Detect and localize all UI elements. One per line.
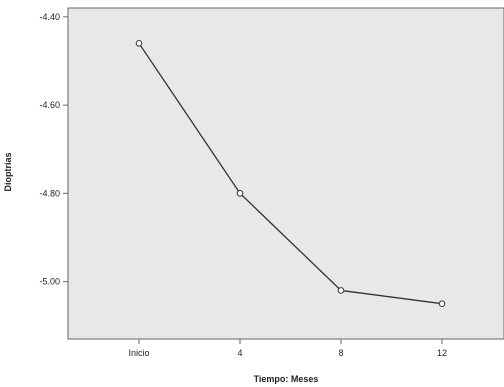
data-point <box>338 288 344 294</box>
data-point <box>136 41 142 47</box>
y-axis: -4.40 -4.60 -4.80 -5.00 <box>39 12 68 287</box>
x-tick-label: 4 <box>237 348 242 358</box>
x-tick-label: 12 <box>437 348 447 358</box>
y-tick-label: -4.80 <box>39 188 60 198</box>
data-point <box>237 191 243 197</box>
x-tick-label: 8 <box>338 348 343 358</box>
y-tick-label: -4.60 <box>39 100 60 110</box>
x-axis: Inicio 4 8 12 <box>128 339 447 358</box>
y-tick-label: -4.40 <box>39 12 60 22</box>
x-tick-label: Inicio <box>128 348 149 358</box>
data-point <box>439 301 445 307</box>
y-tick-label: -5.00 <box>39 277 60 287</box>
plot-area <box>68 8 504 339</box>
y-axis-title: Dioptrías <box>3 152 13 191</box>
x-axis-title: Tiempo: Meses <box>254 374 319 384</box>
